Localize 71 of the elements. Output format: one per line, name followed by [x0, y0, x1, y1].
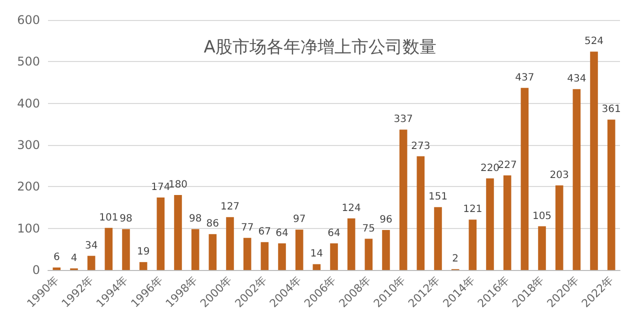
bar [590, 52, 598, 270]
data-label: 64 [276, 228, 288, 239]
bar [538, 226, 546, 270]
data-label: 98 [188, 214, 202, 225]
bar [87, 256, 96, 270]
data-label: 77 [240, 222, 254, 234]
data-label: 121 [463, 204, 482, 216]
bar [174, 195, 182, 270]
bar [243, 238, 252, 270]
data-label: 227 [498, 160, 517, 171]
data-label: 220 [480, 162, 500, 174]
data-label: 151 [428, 192, 448, 203]
bar [295, 230, 304, 270]
data-label: 6 [53, 252, 60, 263]
bar [104, 228, 113, 270]
data-label: 96 [380, 214, 392, 226]
bar [572, 89, 581, 270]
bar [382, 230, 390, 270]
bar [226, 217, 234, 270]
data-label: 75 [362, 223, 376, 234]
y-tick-label: 200 [17, 180, 40, 194]
bar [330, 243, 338, 270]
bar [486, 178, 494, 270]
data-label: 105 [532, 210, 552, 222]
data-label: 34 [84, 240, 98, 252]
data-label: 273 [411, 140, 430, 152]
bar [156, 198, 165, 270]
y-tick-label: 400 [17, 96, 40, 110]
bar [434, 207, 442, 270]
data-label: 127 [220, 202, 240, 213]
data-label: 434 [567, 74, 586, 85]
y-tick-label: 0 [32, 263, 40, 277]
y-tick-label: 300 [17, 138, 40, 152]
data-label: 14 [310, 248, 324, 260]
bar [399, 130, 408, 270]
data-label: 437 [515, 72, 534, 84]
data-label: 19 [136, 246, 150, 258]
bar [191, 229, 200, 270]
data-label: 174 [151, 182, 170, 193]
text: A股市场各年净增上市公司数量 [204, 38, 436, 58]
bar [139, 262, 148, 270]
bar [364, 238, 373, 270]
data-label: 361 [602, 104, 621, 116]
bar [278, 243, 286, 270]
data-label: 524 [584, 36, 604, 48]
data-label: 2 [452, 254, 459, 265]
y-tick-label: 600 [17, 13, 40, 27]
bar [503, 175, 512, 270]
data-label: 4 [70, 252, 78, 264]
data-label: 180 [168, 180, 188, 190]
data-label: 86 [206, 218, 220, 230]
bar [260, 242, 269, 270]
data-label: 203 [550, 170, 569, 181]
bar [468, 220, 477, 270]
data-label: 64 [328, 228, 340, 239]
data-label: 98 [120, 214, 132, 225]
data-label: 97 [292, 214, 306, 226]
bar [312, 264, 321, 270]
y-tick-label: 100 [17, 221, 40, 236]
bar [555, 185, 564, 270]
bar [607, 120, 616, 270]
bar [416, 156, 425, 270]
bar [347, 218, 356, 270]
data-label: 101 [99, 212, 118, 224]
data-label: 67 [258, 226, 272, 238]
y-tick-label: 500 [17, 54, 40, 69]
data-label: 337 [394, 114, 413, 126]
bar [520, 88, 529, 270]
data-label: 124 [342, 202, 361, 214]
bar [208, 234, 217, 270]
bar [122, 229, 130, 270]
